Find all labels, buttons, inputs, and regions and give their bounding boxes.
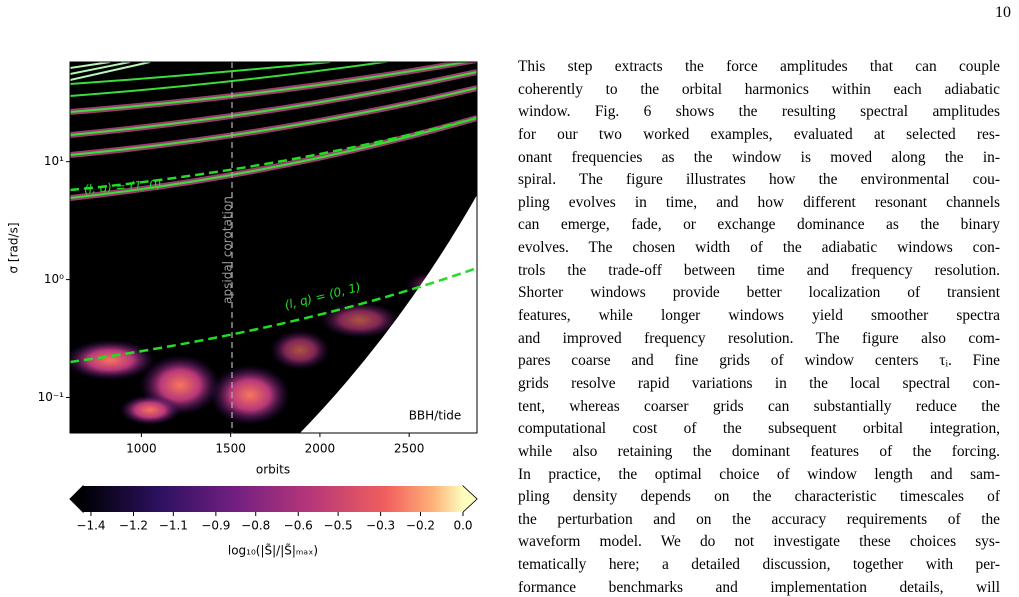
colorbar-tick-label: −1.2 — [119, 519, 148, 533]
colorbar-tick-label: 0.0 — [453, 519, 472, 533]
text-line: This step extracts the force amplitudes … — [518, 58, 1000, 75]
text-line: onant frequencies as the window is moved… — [518, 148, 1000, 166]
text-line: tent, whereas coarser grids can substant… — [518, 397, 1000, 415]
annotation: (l, q) = (1, 0) — [83, 177, 162, 196]
y-axis-label: σ [rad/s] — [7, 223, 21, 274]
text-line: Shorter windows provide better localizat… — [518, 284, 1000, 302]
y-tick-label: 10⁰ — [44, 272, 64, 286]
text-line: spiral. The figure illustrates how the e… — [518, 171, 1000, 189]
text-line: pling evolves in time, and how different… — [518, 193, 1000, 211]
text-line: computational cost of the subsequent orb… — [518, 420, 1000, 438]
text-line: evolves. The chosen width of the adiabat… — [518, 239, 1000, 257]
colorbar-tick-label: −0.9 — [201, 519, 230, 533]
plot-frame — [69, 61, 478, 434]
y-tick-label: 10¹ — [44, 154, 64, 168]
annotation: apsidal corotation — [221, 196, 235, 304]
colorbar — [83, 486, 463, 512]
x-tick-label: 2000 — [305, 442, 336, 456]
colorbar-tick-label: −0.6 — [284, 519, 313, 533]
x-axis-label: orbits — [256, 463, 290, 477]
text-line: the perturbation and on the accuracy req… — [518, 510, 1000, 528]
text-line: tematically here; a detailed discussion,… — [518, 556, 1000, 574]
text-line: grids resolve rapid variations in the lo… — [518, 374, 1000, 392]
annotation-box — [398, 404, 472, 428]
colorbar-tick-label: −0.2 — [406, 519, 435, 533]
colorbar-tick-label: −0.3 — [366, 519, 395, 533]
text-line: while also retaining the dominant featur… — [518, 442, 1000, 460]
text-line: pling density depends on the characteris… — [518, 488, 1000, 506]
text-line: and improved frequency resolution. The f… — [518, 329, 1000, 347]
text-line: can emerge, fade, or exchange dominance … — [518, 216, 1000, 234]
figure: (l, q) = (1, 0) (l, q) = (0, 1) apsidal … — [7, 61, 478, 558]
colorbar-tick-label: −0.8 — [241, 519, 270, 533]
page-number: 10 — [995, 4, 1011, 21]
body-text: This step extracts the force amplitudes … — [518, 56, 1000, 597]
colorbar-label: log₁₀(|S̃|/|S̃|ₘₐₓ) — [228, 543, 318, 557]
x-tick-label: 1500 — [215, 442, 246, 456]
text-line: trols the trade-off between time and fre… — [518, 261, 1000, 279]
text-line: features, while longer windows yield smo… — [518, 307, 1000, 325]
text-line: for our two worked examples, evaluated a… — [518, 125, 1000, 143]
x-tick-label: 1000 — [126, 442, 157, 456]
text-line: formance benchmarks and implementation d… — [518, 578, 1000, 596]
colorbar-tick-label: −1.1 — [159, 519, 188, 533]
y-tick-label: 10⁻¹ — [38, 390, 65, 404]
text-line: pares coarse and fine grids of window ce… — [518, 352, 1000, 370]
colorbar-tick-label: −1.4 — [76, 519, 105, 533]
x-tick-label: 2500 — [394, 442, 425, 456]
annotation: BBH/tide — [409, 409, 462, 423]
colorbar-tick-label: −0.5 — [324, 519, 353, 533]
text-line: window. Fig. 6 shows the resulting spect… — [518, 103, 1000, 121]
spectrogram — [70, 62, 477, 433]
text-line: In practice, the optimal choice of windo… — [518, 465, 1000, 483]
text-line: coherently to the orbital harmonics with… — [518, 80, 1000, 98]
text-line: waveform model. We do not investigate th… — [518, 533, 1000, 551]
